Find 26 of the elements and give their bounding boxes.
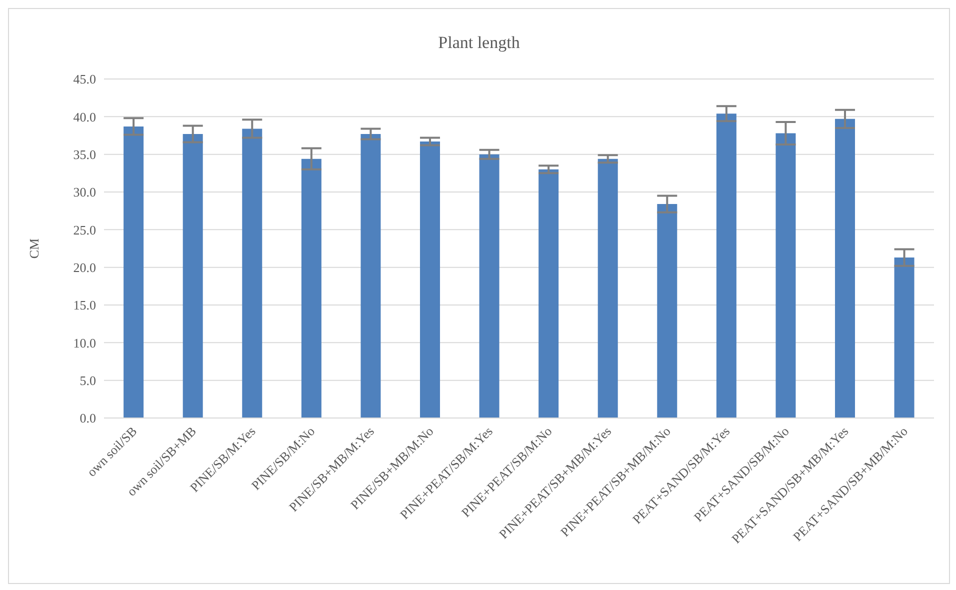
bar (894, 258, 914, 418)
bar (479, 154, 500, 418)
y-tick-label: 35.0 (73, 146, 96, 162)
y-tick-label: 5.0 (80, 372, 96, 388)
y-tick-label: 15.0 (73, 298, 96, 313)
bar (301, 158, 322, 418)
bar (657, 204, 678, 418)
y-tick-label: 40.0 (73, 109, 96, 124)
bar (716, 114, 736, 418)
y-tick-label: 30.0 (73, 184, 96, 200)
bar (776, 133, 796, 418)
bar (182, 134, 203, 418)
chart-title: Plant length (437, 33, 521, 53)
y-tick-label: 20.0 (73, 260, 96, 275)
bar (538, 169, 559, 418)
y-tick-label: 45.0 (73, 72, 96, 87)
y-tick-label: 10.0 (73, 335, 96, 350)
bar (834, 118, 855, 418)
y-tick-label: 25.0 (73, 222, 96, 238)
bar (598, 158, 618, 418)
y-tick-label: 0.0 (80, 410, 96, 426)
bar (420, 142, 440, 418)
bar (124, 126, 144, 418)
y-axis-title: CM (26, 238, 42, 259)
bar (242, 128, 262, 418)
bar (360, 134, 381, 418)
